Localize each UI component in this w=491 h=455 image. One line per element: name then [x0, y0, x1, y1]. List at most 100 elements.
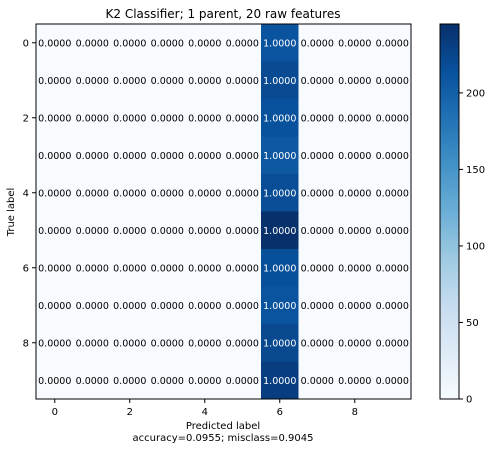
heatmap-cell: [373, 61, 412, 100]
heatmap-cell: [73, 361, 112, 400]
cell-value-label: 0.0000: [76, 38, 109, 49]
heatmap-cell: [36, 99, 74, 137]
heatmap-cell: [111, 174, 149, 212]
heatmap-cell: [148, 99, 187, 137]
heatmap-cell: [148, 286, 187, 325]
heatmap-cell: [73, 249, 112, 287]
heatmap-cell: [373, 24, 412, 62]
cell-value-label: 0.0000: [376, 151, 409, 162]
cell-value-label: 0.0000: [188, 376, 221, 387]
cell-value-label: 0.0000: [188, 301, 221, 312]
x-tick-label: 2: [127, 407, 133, 418]
heatmap-cell: [148, 249, 187, 287]
heatmap-cell: [186, 174, 224, 212]
heatmap-cell: [261, 136, 299, 175]
cell-value-label: 0.0000: [76, 76, 109, 87]
heatmap-cell: [298, 174, 337, 212]
cell-value-label: 0.0000: [376, 263, 409, 274]
heatmap-cell: [111, 361, 149, 400]
cell-value-label: 1.0000: [263, 338, 296, 349]
heatmap-cell: [186, 24, 224, 62]
heatmap-cell: [373, 136, 412, 175]
cell-value-label: 1.0000: [263, 376, 296, 387]
x-axis-ticks: 0 2 4 6 8: [52, 399, 358, 418]
heatmap-cell: [336, 286, 374, 325]
heatmap-cell: [111, 249, 149, 287]
heatmap-cell: [261, 99, 299, 137]
heatmap-cell: [223, 174, 262, 212]
heatmap-cell: [223, 286, 262, 325]
y-axis-ticks: 0 2 4 6 8: [23, 38, 36, 349]
cell-value-label: 0.0000: [338, 76, 371, 87]
heatmap-cell: [336, 61, 374, 100]
heatmap-cell: [261, 286, 299, 325]
heatmap-cell: [111, 136, 149, 175]
heatmap-cell: [336, 136, 374, 175]
heatmap-cell: [298, 136, 337, 175]
cell-value-label: 0.0000: [113, 113, 146, 124]
cell-value-label: 0.0000: [301, 151, 334, 162]
cell-value-label: 0.0000: [113, 376, 146, 387]
heatmap-cell: [336, 211, 374, 250]
cell-value-label: 0.0000: [188, 113, 221, 124]
heatmap-cell: [111, 211, 149, 250]
colorbar-tick-label: 100: [466, 241, 485, 252]
heatmap-cell: [148, 61, 187, 100]
heatmap-cell: [261, 24, 299, 62]
heatmap-cell: [261, 61, 299, 100]
cell-value-label: 0.0000: [226, 376, 259, 387]
heatmap-cell: [36, 211, 74, 250]
cell-value-label: 0.0000: [188, 151, 221, 162]
heatmap-cell: [373, 174, 412, 212]
heatmap-cell: [261, 174, 299, 212]
heatmap-cell: [111, 24, 149, 62]
heatmap-cell: [336, 24, 374, 62]
heatmap-cell: [373, 361, 412, 400]
heatmap-cell: [373, 211, 412, 250]
heatmap-cell: [336, 361, 374, 400]
heatmap-cell-labels: 0.0000 0.0000 0.0000 0.0000 0.0000 0.0000 1.00…: [38, 38, 409, 387]
cell-value-label: 0.0000: [76, 226, 109, 237]
heatmap-cell: [148, 324, 187, 362]
heatmap-cell: [36, 24, 74, 62]
cell-value-label: 1.0000: [263, 301, 296, 312]
cell-value-label: 0.0000: [376, 188, 409, 199]
heatmap-cell: [223, 249, 262, 287]
cell-value-label: 0.0000: [76, 376, 109, 387]
cell-value-label: 1.0000: [263, 113, 296, 124]
cell-value-label: 0.0000: [338, 151, 371, 162]
heatmap-cell: [223, 361, 262, 400]
heatmap-cell: [111, 61, 149, 100]
heatmap-cell: [111, 99, 149, 137]
heatmap-cell: [148, 24, 187, 62]
heatmap-cell: [336, 324, 374, 362]
cell-value-label: 0.0000: [338, 301, 371, 312]
cell-value-label: 0.0000: [188, 263, 221, 274]
heatmap-cell: [298, 99, 337, 137]
cell-value-label: 0.0000: [151, 338, 184, 349]
cell-value-label: 0.0000: [113, 263, 146, 274]
cell-value-label: 0.0000: [188, 338, 221, 349]
chart-title: K2 Classifier; 1 parent, 20 raw features: [106, 7, 341, 21]
cell-value-label: 1.0000: [263, 263, 296, 274]
heatmap-cell: [336, 99, 374, 137]
heatmap-cell: [36, 136, 74, 175]
heatmap-cell: [73, 24, 112, 62]
cell-value-label: 0.0000: [226, 151, 259, 162]
heatmap-cell: [186, 361, 224, 400]
heatmap-cell: [373, 286, 412, 325]
heatmap-cell: [73, 324, 112, 362]
cell-value-label: 0.0000: [338, 338, 371, 349]
heatmap-cell: [73, 211, 112, 250]
heatmap-cell: [261, 324, 299, 362]
cell-value-label: 0.0000: [188, 226, 221, 237]
heatmap-cell: [73, 174, 112, 212]
heatmap-cell: [186, 249, 224, 287]
cell-value-label: 0.0000: [301, 226, 334, 237]
colorbar: [439, 23, 460, 400]
cell-value-label: 0.0000: [188, 76, 221, 87]
colorbar-tick-label: 50: [466, 318, 479, 329]
heatmap-cell: [111, 324, 149, 362]
cell-value-label: 0.0000: [376, 301, 409, 312]
cell-value-label: 1.0000: [263, 188, 296, 199]
